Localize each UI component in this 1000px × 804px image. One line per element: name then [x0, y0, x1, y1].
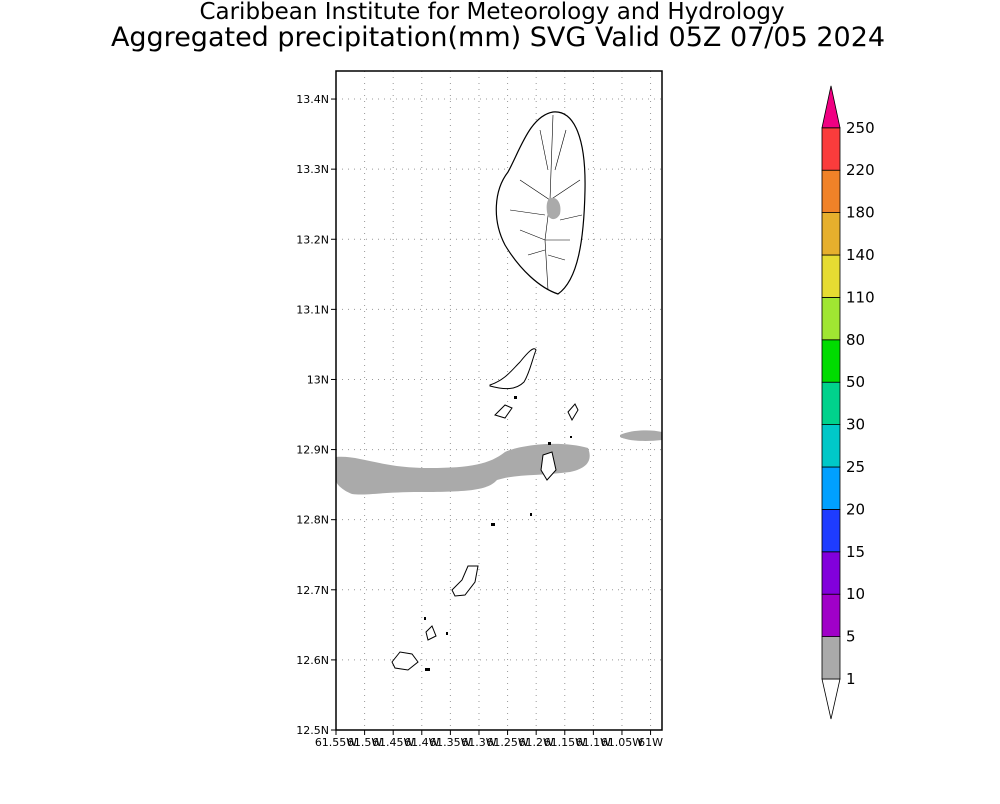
crater: [546, 197, 561, 220]
colorbar-label: 180: [846, 204, 875, 222]
colorbar-label: 80: [846, 331, 865, 349]
island: [451, 565, 479, 597]
colorbar-label: 50: [846, 373, 865, 391]
colorbar-box: [821, 381, 841, 426]
island-drainage: [509, 114, 583, 291]
x-tick-label: 61.1W: [576, 736, 611, 749]
colorbar-box: [821, 551, 841, 595]
colorbar-under: [821, 678, 841, 720]
colorbar-label: 30: [846, 416, 865, 434]
y-tick-label: 13.3N: [296, 163, 329, 176]
x-tick-label: 61.35W: [429, 736, 471, 749]
x-tick-label: 61.45W: [372, 736, 414, 749]
island: [494, 403, 579, 481]
colorbar-label: 220: [846, 161, 875, 179]
island: [489, 348, 537, 390]
precip-area: [336, 443, 590, 495]
y-tick-label: 13N: [307, 373, 329, 386]
title: Caribbean Institute for Meteorology and …: [199, 0, 784, 25]
y-tick-label: 12.9N: [296, 444, 329, 457]
colorbar-box: [821, 424, 841, 468]
axes: 12.5N 12.6N 12.7N 12.8N 12.9N 13N 13.1N 13.2N 13…: [296, 93, 663, 749]
y-tick-label: 13.4N: [296, 93, 329, 106]
colorbar-label: 25: [846, 458, 865, 476]
colorbar-box: [821, 339, 841, 383]
colorbar-box: [821, 296, 841, 341]
colorbar-over: [821, 85, 841, 129]
islet: [424, 396, 572, 671]
colorbar-label: 140: [846, 246, 875, 264]
colorbar-label: 10: [846, 585, 865, 603]
colorbar-label: 20: [846, 500, 865, 518]
y-tick-label: 12.7N: [296, 584, 329, 597]
x-tick-label: 61.4W: [404, 736, 439, 749]
colorbar-label: 250: [846, 119, 875, 137]
y-tick-label: 12.5N: [296, 724, 329, 737]
y-tick-label: 13.2N: [296, 233, 329, 246]
y-tick-label: 12.8N: [296, 514, 329, 527]
colorbar-box: [821, 169, 841, 213]
colorbar-box: [821, 127, 841, 171]
y-tick-label: 12.6N: [296, 654, 329, 667]
x-tick-label: 61.5W: [347, 736, 382, 749]
x-tick-label: 61W: [638, 736, 663, 749]
precip-area: [620, 430, 662, 441]
colorbar-box: [821, 466, 841, 510]
colorbar-box: [821, 212, 841, 256]
map-frame: [335, 70, 663, 731]
colorbar-box: [821, 508, 841, 553]
x-tick-label: 61.2W: [518, 736, 553, 749]
y-tick-label: 13.1N: [296, 303, 329, 316]
x-tick-label: 61.15W: [544, 736, 586, 749]
grid: [335, 71, 662, 731]
island-st-vincent: [495, 111, 586, 295]
x-tick-label: 61.05W: [601, 736, 643, 749]
colorbar-box: [821, 593, 841, 638]
subtitle: Aggregated precipitation(mm) SVG Valid 0…: [111, 22, 885, 53]
colorbar-label: 1: [846, 670, 856, 688]
colorbar-label: 110: [846, 288, 875, 306]
x-tick-label: 61.55W: [315, 736, 357, 749]
colorbar-box: [821, 254, 841, 298]
colorbar-label: 5: [846, 628, 856, 646]
x-tick-label: 61.25W: [486, 736, 528, 749]
x-tick-label: 61.3W: [461, 736, 496, 749]
colorbar-box: [821, 636, 841, 680]
island: [391, 625, 437, 671]
colorbar-label: 15: [846, 543, 865, 561]
